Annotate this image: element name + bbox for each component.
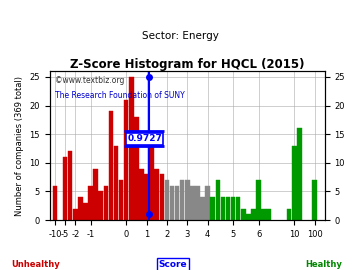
Y-axis label: Number of companies (369 total): Number of companies (369 total) [15, 76, 24, 216]
Bar [68, 151, 72, 220]
Bar [221, 197, 225, 220]
Bar [292, 146, 297, 220]
Bar [266, 209, 271, 220]
Bar [124, 100, 129, 220]
Bar [129, 77, 134, 220]
Bar [226, 197, 230, 220]
Title: Z-Score Histogram for HQCL (2015): Z-Score Histogram for HQCL (2015) [70, 58, 305, 71]
Bar [205, 186, 210, 220]
Bar [180, 180, 184, 220]
Bar [297, 129, 302, 220]
Text: The Research Foundation of SUNY: The Research Foundation of SUNY [55, 90, 185, 100]
Text: ©www.textbiz.org: ©www.textbiz.org [55, 76, 125, 85]
Bar [73, 209, 77, 220]
Bar [241, 209, 246, 220]
Bar [134, 117, 139, 220]
Bar [195, 186, 200, 220]
Bar [93, 168, 98, 220]
Bar [83, 203, 88, 220]
Bar [170, 186, 174, 220]
Bar [114, 146, 118, 220]
Bar [139, 168, 144, 220]
Bar [216, 180, 220, 220]
Bar [211, 197, 215, 220]
Bar [236, 197, 240, 220]
Bar [287, 209, 292, 220]
Bar [154, 168, 159, 220]
Text: 0.9727: 0.9727 [127, 134, 162, 143]
Bar [109, 111, 113, 220]
Bar [261, 209, 266, 220]
Bar [149, 134, 154, 220]
Bar [231, 197, 235, 220]
Bar [200, 197, 205, 220]
Bar [78, 197, 83, 220]
Bar [185, 180, 190, 220]
Bar [88, 186, 93, 220]
Bar [104, 186, 108, 220]
Bar [190, 186, 195, 220]
Bar [165, 180, 169, 220]
Bar [159, 174, 164, 220]
Text: Sector: Energy: Sector: Energy [141, 31, 219, 41]
Text: Score: Score [158, 260, 187, 269]
Bar [53, 186, 57, 220]
Text: Healthy: Healthy [306, 260, 342, 269]
Bar [63, 157, 67, 220]
Bar [312, 180, 317, 220]
Bar [256, 180, 261, 220]
Bar [144, 174, 149, 220]
Bar [175, 186, 179, 220]
Bar [98, 191, 103, 220]
Text: Unhealthy: Unhealthy [12, 260, 60, 269]
Bar [246, 214, 251, 220]
Bar [119, 180, 123, 220]
Bar [251, 209, 256, 220]
